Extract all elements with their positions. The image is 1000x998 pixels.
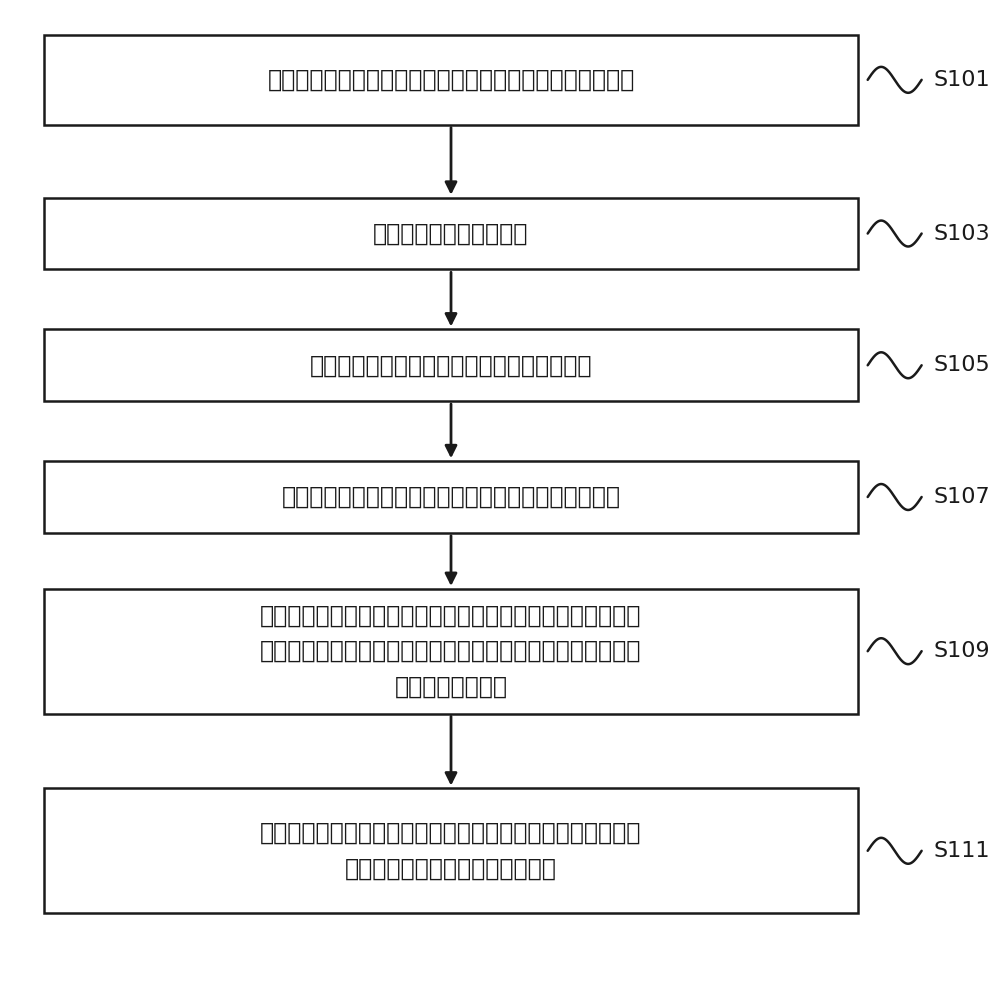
Text: S111: S111 <box>933 840 990 861</box>
FancyBboxPatch shape <box>44 589 858 714</box>
FancyBboxPatch shape <box>44 329 858 401</box>
FancyBboxPatch shape <box>44 788 858 913</box>
FancyBboxPatch shape <box>44 198 858 269</box>
Text: 将待制备薄带粘附于衬底上，得到待制备衬底: 将待制备薄带粘附于衬底上，得到待制备衬底 <box>310 353 592 377</box>
FancyBboxPatch shape <box>44 35 858 125</box>
Text: S107: S107 <box>933 487 990 507</box>
Text: 利用湿法腐蚀在图形化的待制备衬底上制备出磁力线聚集器组
和磁芯；磁力线聚集器组中的磁力线聚集器相对于磁芯对称设
置在待制备衬底上: 利用湿法腐蚀在图形化的待制备衬底上制备出磁力线聚集器组 和磁芯；磁力线聚集器组中… <box>260 604 642 699</box>
Text: S105: S105 <box>933 355 990 375</box>
FancyBboxPatch shape <box>44 461 858 533</box>
Text: 在待制备衬底上制备第二子线圈，使得第一子线圈与第二子线
圈连接，得到微机电磁通门传感器: 在待制备衬底上制备第二子线圈，使得第一子线圈与第二子线 圈连接，得到微机电磁通门… <box>260 821 642 880</box>
Text: S103: S103 <box>933 224 990 244</box>
Text: 获取衬底和待制备薄带；待制备薄带的材料为铁基或者钴基: 获取衬底和待制备薄带；待制备薄带的材料为铁基或者钴基 <box>267 68 635 92</box>
Text: 在衬底上制备第一子线圈: 在衬底上制备第一子线圈 <box>373 222 529 246</box>
Text: 对待制备衬底进行光刻处理，得到图形化的待制备衬底: 对待制备衬底进行光刻处理，得到图形化的待制备衬底 <box>282 485 621 509</box>
Text: S109: S109 <box>933 641 990 662</box>
Text: S101: S101 <box>933 70 990 90</box>
